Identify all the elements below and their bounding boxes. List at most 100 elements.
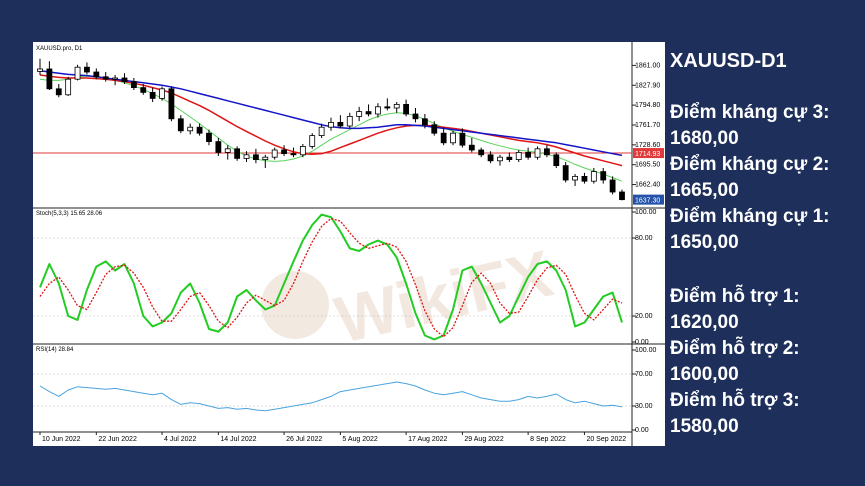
chart-title: XAUUSD-D1: [670, 50, 787, 72]
price-tick-label: 1695.50: [635, 162, 660, 169]
candle-body: [196, 126, 203, 134]
candle-body: [515, 151, 522, 160]
resistance-level-2: Điểm kháng cự 2: 1665,00: [670, 152, 829, 204]
candle-body: [281, 149, 287, 154]
chart-background: [33, 42, 665, 446]
stoch-k-line: [39, 213, 623, 341]
support-level-2: Điểm hỗ trợ 2: 1600,00: [670, 336, 800, 388]
candle-body: [384, 106, 391, 109]
candle-body: [93, 71, 100, 78]
candle-body: [299, 145, 306, 156]
candle-body: [412, 113, 419, 120]
candle-body: [262, 156, 269, 160]
last-price-label: 1637.30: [635, 198, 660, 205]
candle-body: [187, 126, 194, 132]
candle-body: [562, 165, 569, 181]
candle-body: [243, 154, 250, 159]
time-tick-label: 20 Sep 2022: [586, 436, 626, 443]
candle-body: [253, 154, 259, 161]
rsi-tick-label: 70.00: [635, 371, 653, 378]
candle-body: [590, 171, 597, 182]
candle-body: [544, 148, 550, 156]
candle-body: [525, 151, 532, 158]
hline-price-box: [633, 148, 664, 159]
candle-body: [421, 118, 428, 126]
price-tick-label: 1761.70: [635, 122, 660, 129]
price-tick-label: 1794.80: [635, 102, 660, 109]
price-tick-label: 1861.00: [635, 62, 660, 69]
resistance-level-1: Điểm kháng cự 1: 1650,00: [670, 204, 829, 256]
candle-body: [506, 156, 513, 160]
candle-body: [609, 179, 616, 193]
level-label: Điểm hỗ trợ 1:: [670, 286, 800, 307]
level-value: 1665,00: [670, 180, 739, 201]
candle-body: [328, 122, 334, 128]
level-value: 1680,00: [670, 128, 739, 149]
candle-body: [140, 87, 147, 93]
candle-body: [478, 149, 485, 156]
candle-body: [309, 135, 316, 147]
level-label: Điểm kháng cự 2:: [670, 154, 830, 175]
price-tick-label: 1827.90: [635, 82, 660, 89]
time-tick-label: 10 Jun 2022: [42, 436, 81, 443]
stoch-d-line: [39, 217, 623, 338]
candle-body: [581, 175, 588, 182]
candle-body: [74, 66, 81, 80]
candle-body: [37, 68, 43, 72]
stoch-tick-label: 0.00: [635, 339, 649, 346]
candle-body: [159, 88, 165, 99]
candle-body: [149, 92, 156, 99]
level-value: 1600,00: [670, 364, 739, 385]
candle-body: [403, 104, 409, 115]
candle-body: [487, 154, 494, 162]
candle-body: [337, 122, 344, 127]
candle-body: [318, 126, 325, 136]
candle-body: [130, 81, 137, 88]
time-tick-label: 8 Sep 2022: [530, 436, 566, 443]
price-tick-label: 1728.60: [635, 142, 660, 149]
rsi-line: [39, 381, 623, 412]
candle-body: [356, 111, 363, 117]
ma-red-line: [39, 74, 623, 167]
candle-body: [112, 77, 118, 80]
candle-body: [440, 132, 447, 144]
candle-body: [619, 191, 625, 201]
candle-body: [393, 104, 400, 109]
support-level-1: Điểm hỗ trợ 1: 1620,00: [670, 284, 800, 336]
candle-body: [431, 124, 438, 134]
candle-body: [84, 66, 90, 73]
candle-body: [459, 132, 466, 146]
candle-body: [468, 144, 475, 151]
price-tick-label: 1662.40: [635, 182, 660, 189]
level-label: Điểm hỗ trợ 2:: [670, 338, 800, 359]
candle-body: [572, 175, 578, 181]
candle-body: [365, 111, 372, 115]
symbol-label: XAUUSD.pro, D1: [36, 46, 83, 52]
level-value: 1580,00: [670, 416, 739, 437]
level-label: Điểm hỗ trợ 3:: [670, 390, 800, 411]
candle-body: [55, 88, 62, 96]
level-label: Điểm kháng cự 1:: [670, 206, 830, 227]
time-tick-label: 5 Aug 2022: [342, 436, 378, 443]
rsi-label: RSI(14) 28.84: [36, 347, 74, 353]
time-tick-label: 22 Jun 2022: [98, 436, 137, 443]
candle-body: [121, 77, 128, 82]
rsi-tick-label: 0.00: [635, 427, 649, 434]
candle-body: [102, 76, 109, 80]
candle-body: [46, 68, 53, 90]
candle-body: [534, 148, 541, 158]
stoch-tick-label: 20.00: [635, 313, 653, 320]
rsi-tick-label: 100.00: [635, 347, 657, 354]
candle-body: [290, 153, 297, 156]
last-price-box: [633, 194, 664, 205]
time-tick-label: 14 Jul 2022: [220, 436, 256, 443]
candle-body: [215, 141, 222, 153]
candle-body: [65, 78, 72, 96]
time-tick-label: 17 Aug 2022: [408, 436, 447, 443]
level-value: 1650,00: [670, 232, 739, 253]
resistance-level-3: Điểm kháng cự 3: 1680,00: [670, 100, 829, 152]
rsi-tick-label: 30.00: [635, 403, 653, 410]
hline-price-label: 1714.93: [635, 151, 660, 158]
candle-body: [177, 118, 184, 132]
